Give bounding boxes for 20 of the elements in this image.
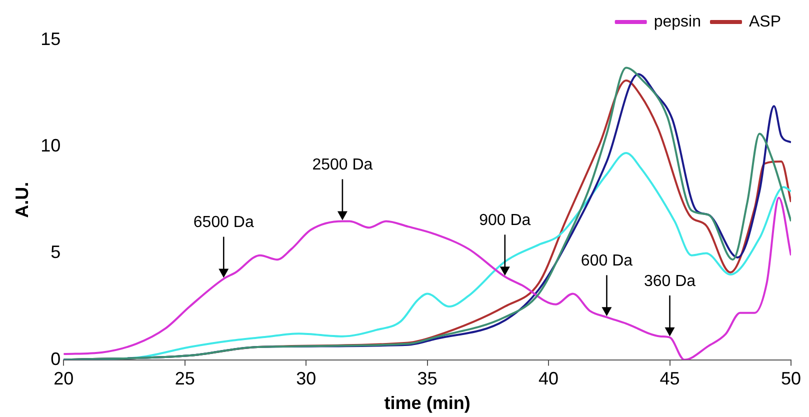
y-tick-label: 5 bbox=[50, 242, 61, 262]
x-tick-label: 20 bbox=[54, 368, 74, 389]
legend-label: pepsin bbox=[654, 13, 701, 30]
x-axis-title: time (min) bbox=[384, 393, 470, 414]
x-tick-label: 25 bbox=[174, 368, 195, 389]
y-tick-label: 0 bbox=[50, 348, 61, 369]
legend-label: ASP bbox=[748, 13, 781, 30]
x-tick-label: 40 bbox=[538, 368, 559, 389]
annotation: 360 Da bbox=[644, 272, 696, 290]
y-tick-label: 10 bbox=[40, 136, 61, 156]
x-tick-label: 30 bbox=[296, 368, 316, 389]
annotation: 900 Da bbox=[479, 212, 531, 230]
x-tick-label: 45 bbox=[660, 368, 680, 389]
x-tick-label: 50 bbox=[780, 368, 802, 389]
annotation: 600 Da bbox=[580, 252, 633, 270]
annotation: 6500 Da bbox=[193, 214, 254, 232]
annotation: 2500 Da bbox=[312, 156, 373, 174]
x-tick-label: 35 bbox=[417, 368, 438, 389]
y-tick-label: 15 bbox=[40, 28, 61, 49]
y-axis-title: A.U. bbox=[12, 182, 32, 218]
